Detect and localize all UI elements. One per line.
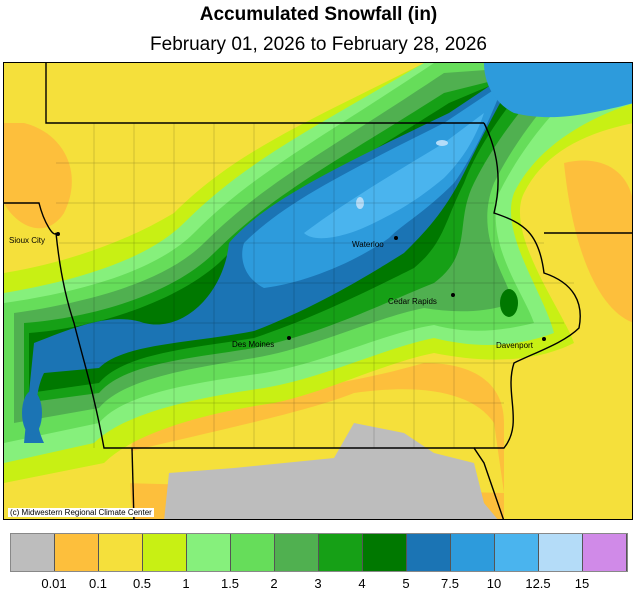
legend-swatch <box>99 534 143 571</box>
legend-swatch <box>11 534 55 571</box>
orange-region <box>4 123 72 229</box>
city-dot <box>542 337 546 341</box>
legend-label: 0.01 <box>41 576 67 591</box>
legend-label: 0.1 <box>88 576 108 591</box>
legend-label: 10 <box>486 576 502 591</box>
legend-swatch <box>539 534 583 571</box>
legend-label: 4 <box>358 576 366 591</box>
city-dot <box>56 232 60 236</box>
city-markers: Sioux City Waterloo Cedar Rapids Des Moi… <box>9 232 546 350</box>
legend-swatch <box>363 534 407 571</box>
legend-label: 3 <box>314 576 322 591</box>
blue-spot <box>22 391 42 435</box>
city-label: Des Moines <box>232 340 274 349</box>
legend-swatch <box>187 534 231 571</box>
legend-swatch <box>231 534 275 571</box>
legend-label: 7.5 <box>440 576 460 591</box>
legend-labels: 0.01 0.1 0.5 1 1.5 2 3 4 5 7.5 10 12.5 15 <box>0 576 637 592</box>
legend-label: 15 <box>574 576 590 591</box>
map-title: Accumulated Snowfall (in) <box>199 4 438 25</box>
blue-region <box>484 63 632 118</box>
legend-swatch <box>495 534 539 571</box>
state-borders <box>4 63 632 519</box>
legend-swatch <box>451 534 495 571</box>
city-label: Cedar Rapids <box>388 297 437 306</box>
dark-green-spot <box>500 289 518 317</box>
legend-swatch <box>275 534 319 571</box>
legend-swatch <box>583 534 627 571</box>
legend-swatch <box>143 534 187 571</box>
legend-swatch <box>319 534 363 571</box>
blue-region <box>242 83 504 288</box>
city-label: Waterloo <box>352 240 384 249</box>
color-legend <box>10 533 628 572</box>
snowfall-map: Sioux City Waterloo Cedar Rapids Des Moi… <box>3 62 633 520</box>
orange-region <box>564 160 632 323</box>
light-blue-spot <box>436 140 448 146</box>
legend-label: 1.5 <box>220 576 240 591</box>
legend-swatch <box>55 534 99 571</box>
county-lines <box>56 123 574 448</box>
city-label: Davenport <box>496 341 534 350</box>
city-dot <box>394 236 398 240</box>
map-subtitle: February 01, 2026 to February 28, 2026 <box>150 34 487 55</box>
city-dot <box>287 336 291 340</box>
legend-label: 5 <box>402 576 410 591</box>
legend-label: 0.5 <box>132 576 152 591</box>
city-label: Sioux City <box>9 236 45 245</box>
legend-label: 2 <box>270 576 278 591</box>
blue-region <box>304 113 484 239</box>
legend-label: 12.5 <box>525 576 551 591</box>
legend-swatch <box>407 534 451 571</box>
legend-label: 1 <box>182 576 190 591</box>
credit-text: (c) Midwestern Regional Climate Center <box>8 508 154 517</box>
city-dot <box>451 293 455 297</box>
